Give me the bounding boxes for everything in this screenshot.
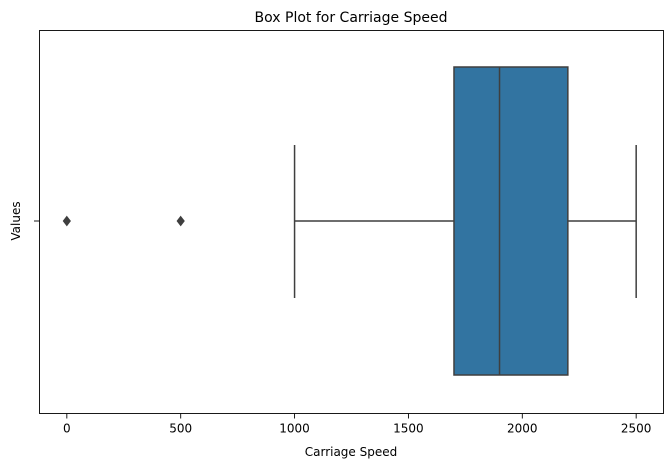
outlier-point <box>62 215 71 227</box>
plot-area <box>62 66 637 376</box>
iqr-box <box>453 66 569 376</box>
outlier-point <box>176 215 185 227</box>
y-axis-label: Values <box>9 201 23 240</box>
x-tick-label: 0 <box>63 422 71 436</box>
chart-title: Box Plot for Carriage Speed <box>255 10 448 26</box>
x-tick-label: 500 <box>169 422 192 436</box>
plot-frame <box>39 30 664 414</box>
x-tick-label: 2000 <box>507 422 538 436</box>
x-tick-label: 1000 <box>279 422 310 436</box>
x-axis-label: Carriage Speed <box>305 445 398 459</box>
x-axis: 0 500 1000 1500 2000 2500 <box>63 413 652 436</box>
x-tick-label: 1500 <box>393 422 424 436</box>
x-tick-label: 2500 <box>621 422 652 436</box>
